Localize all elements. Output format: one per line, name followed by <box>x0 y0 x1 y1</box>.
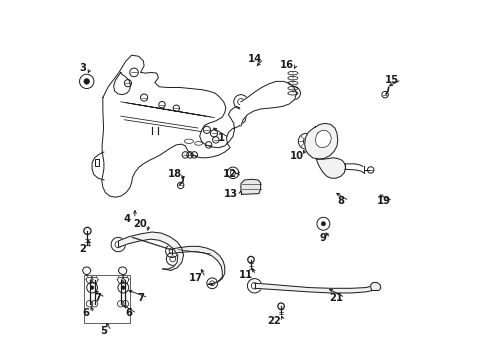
Circle shape <box>90 286 94 289</box>
Polygon shape <box>370 283 380 291</box>
Text: 3: 3 <box>79 63 86 73</box>
Text: 6: 6 <box>125 309 132 318</box>
Polygon shape <box>316 158 345 178</box>
Text: 15: 15 <box>385 75 399 85</box>
Polygon shape <box>172 246 224 284</box>
Text: 2: 2 <box>79 244 86 254</box>
Text: 1: 1 <box>217 133 224 143</box>
Text: 12: 12 <box>222 168 236 179</box>
Circle shape <box>321 222 325 226</box>
Text: 9: 9 <box>319 233 325 243</box>
Text: 4: 4 <box>123 214 130 224</box>
Text: 22: 22 <box>266 316 280 325</box>
Text: 8: 8 <box>337 196 344 206</box>
Text: 16: 16 <box>279 59 293 69</box>
Text: 7: 7 <box>94 293 101 303</box>
Circle shape <box>121 286 125 289</box>
Text: 14: 14 <box>247 54 261 64</box>
Text: 11: 11 <box>239 270 253 280</box>
Bar <box>83 275 129 323</box>
Text: 18: 18 <box>167 168 181 179</box>
Text: 10: 10 <box>289 150 303 161</box>
Polygon shape <box>118 232 183 270</box>
Text: 17: 17 <box>189 273 203 283</box>
Text: 7: 7 <box>137 293 143 303</box>
Text: 21: 21 <box>328 293 342 303</box>
Polygon shape <box>315 131 330 148</box>
Polygon shape <box>304 123 337 159</box>
Text: 19: 19 <box>376 196 390 206</box>
Text: 5: 5 <box>100 325 107 336</box>
Polygon shape <box>254 283 372 293</box>
Text: 6: 6 <box>82 309 89 318</box>
Polygon shape <box>241 179 260 194</box>
Circle shape <box>83 78 89 84</box>
Polygon shape <box>241 81 296 126</box>
Text: 13: 13 <box>224 189 237 199</box>
Text: 20: 20 <box>133 219 146 229</box>
